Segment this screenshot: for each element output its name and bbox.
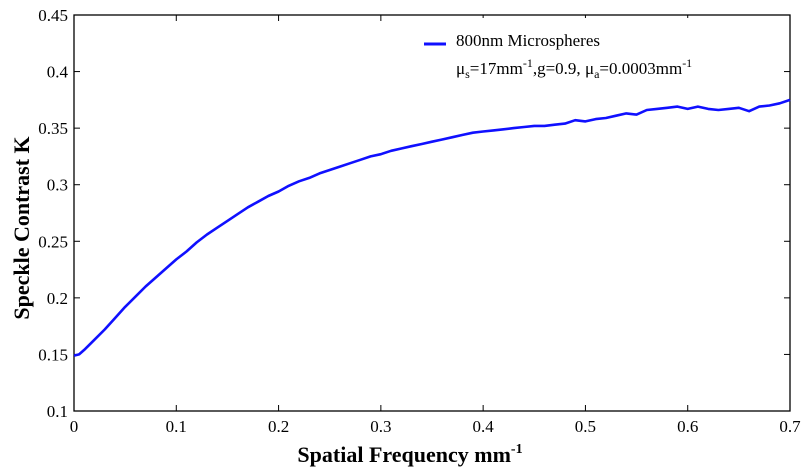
x-tick-label: 0.2 [268, 417, 289, 436]
x-tick-label: 0.6 [677, 417, 698, 436]
legend-title: 800nm Microspheres [456, 31, 600, 50]
legend-parameters: μs=17mm-1,g=0.9, μa=0.0003mm-1 [456, 56, 692, 81]
y-tick-label: 0.2 [47, 289, 68, 308]
axis-ticks: 0 0.1 0.2 0.3 0.4 0.5 0.6 0.70.10.150.20.250.30… [38, 6, 801, 436]
mu-a-sup: -1 [682, 56, 692, 70]
y-tick-label: 0.35 [38, 119, 68, 138]
x-tick-label: 0 [70, 417, 79, 436]
mu-s-sub: s [465, 67, 470, 81]
x-axis-title: Spatial Frequency mm-1 [297, 442, 522, 467]
mu-s-symbol: μ [456, 59, 465, 78]
legend: 800nm Microspheres μs=17mm-1,g=0.9, μa=0… [420, 18, 782, 82]
mu-a-sub: a [594, 67, 600, 81]
g-text: ,g=0.9, [533, 59, 585, 78]
plot-border [73, 14, 791, 412]
x-tick-label: 0.7 [779, 417, 801, 436]
y-tick-label: 0.15 [38, 345, 68, 364]
y-tick-label: 0.1 [47, 402, 68, 421]
mu-a-value: =0.0003mm [599, 59, 682, 78]
y-tick-label: 0.3 [47, 176, 68, 195]
series-layer [73, 98, 791, 357]
x-tick-label: 0.1 [166, 417, 187, 436]
x-tick-label: 0.3 [370, 417, 391, 436]
plot-frame [73, 14, 791, 412]
mu-s-value: =17mm [470, 59, 523, 78]
mu-s-sup: -1 [523, 56, 533, 70]
y-tick-label: 0.25 [38, 232, 68, 251]
series-line-800nm-microspheres [73, 98, 791, 357]
x-tick-label: 0.4 [473, 417, 495, 436]
y-tick-label: 0.45 [38, 6, 68, 25]
legend-box [420, 18, 782, 82]
y-axis-title: Speckle Contrast K [9, 136, 34, 319]
mu-a-symbol: μ [585, 59, 594, 78]
y-tick-label: 0.4 [47, 63, 69, 82]
x-tick-label: 0.5 [575, 417, 596, 436]
